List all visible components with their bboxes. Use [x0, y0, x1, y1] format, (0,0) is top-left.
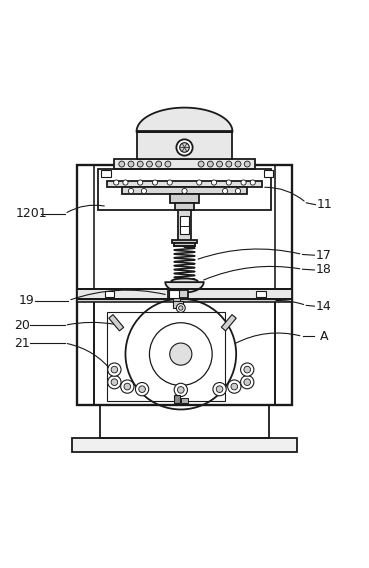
Text: 17: 17: [316, 249, 332, 262]
Circle shape: [241, 375, 254, 389]
Circle shape: [216, 386, 223, 392]
Circle shape: [198, 161, 204, 167]
Circle shape: [250, 180, 255, 185]
Circle shape: [119, 161, 125, 167]
Polygon shape: [221, 315, 236, 331]
Circle shape: [244, 379, 251, 386]
Circle shape: [165, 161, 171, 167]
Bar: [77, 289, 292, 299]
Circle shape: [111, 379, 118, 386]
Circle shape: [211, 180, 217, 185]
Circle shape: [156, 161, 162, 167]
Text: 14: 14: [316, 300, 332, 312]
Bar: [100, 404, 269, 438]
Circle shape: [197, 180, 202, 185]
Circle shape: [135, 382, 149, 396]
Bar: [137, 132, 232, 159]
Bar: [174, 395, 180, 403]
Circle shape: [111, 366, 118, 373]
Bar: [77, 165, 292, 404]
Polygon shape: [109, 315, 124, 331]
Circle shape: [226, 180, 231, 185]
Circle shape: [176, 139, 193, 156]
Bar: [107, 312, 225, 401]
Circle shape: [139, 386, 145, 392]
Bar: [114, 159, 255, 169]
Bar: [173, 298, 180, 302]
Circle shape: [241, 363, 254, 376]
Bar: [180, 216, 189, 234]
Circle shape: [231, 383, 238, 390]
Circle shape: [108, 375, 121, 389]
Circle shape: [138, 180, 143, 185]
Bar: [181, 398, 188, 403]
Text: 19: 19: [19, 294, 34, 307]
Circle shape: [228, 380, 241, 393]
Ellipse shape: [171, 278, 198, 285]
Circle shape: [241, 180, 246, 185]
Circle shape: [244, 161, 250, 167]
Text: 20: 20: [14, 319, 30, 332]
Bar: [174, 243, 195, 245]
Circle shape: [137, 161, 143, 167]
Bar: [107, 181, 262, 187]
Bar: [175, 203, 194, 210]
Polygon shape: [137, 107, 232, 132]
Circle shape: [128, 161, 134, 167]
Circle shape: [167, 180, 172, 185]
Circle shape: [170, 343, 192, 365]
Text: 1201: 1201: [15, 207, 47, 220]
Circle shape: [121, 380, 134, 393]
Bar: [122, 187, 247, 194]
Bar: [170, 194, 199, 203]
Bar: [94, 299, 275, 404]
Bar: [264, 170, 273, 177]
Bar: [178, 210, 191, 241]
Bar: [77, 299, 292, 302]
Circle shape: [176, 303, 185, 312]
Circle shape: [174, 383, 187, 396]
Circle shape: [223, 189, 228, 194]
Circle shape: [128, 189, 134, 194]
Bar: [172, 240, 197, 244]
Circle shape: [235, 189, 241, 194]
Circle shape: [179, 306, 183, 310]
Circle shape: [124, 383, 131, 390]
Bar: [169, 290, 179, 298]
Circle shape: [182, 189, 187, 194]
Circle shape: [177, 387, 184, 393]
Bar: [173, 302, 183, 308]
Bar: [98, 169, 271, 210]
Circle shape: [244, 366, 251, 373]
Text: 18: 18: [316, 264, 332, 277]
Bar: [105, 291, 114, 297]
Bar: [168, 290, 188, 298]
Circle shape: [108, 363, 121, 376]
Polygon shape: [165, 282, 204, 293]
Circle shape: [213, 382, 226, 396]
Circle shape: [235, 161, 241, 167]
Circle shape: [146, 161, 152, 167]
Circle shape: [141, 189, 146, 194]
Circle shape: [217, 161, 223, 167]
Bar: [256, 291, 266, 297]
Text: A: A: [320, 330, 328, 343]
Circle shape: [180, 143, 189, 152]
Bar: [72, 438, 297, 452]
Circle shape: [123, 180, 128, 185]
Circle shape: [152, 180, 158, 185]
Circle shape: [114, 180, 119, 185]
Bar: [101, 170, 111, 177]
Circle shape: [226, 161, 232, 167]
Circle shape: [207, 161, 213, 167]
Text: 21: 21: [14, 336, 30, 349]
Text: 11: 11: [317, 198, 332, 211]
